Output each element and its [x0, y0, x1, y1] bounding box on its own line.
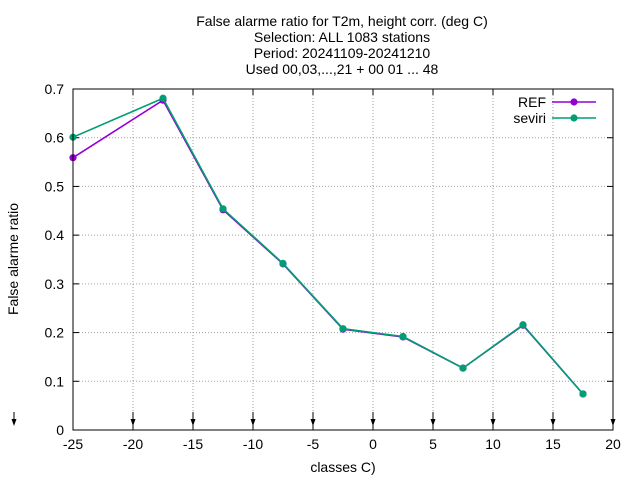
y-tick-label: 0.1	[45, 373, 65, 389]
series-line	[72, 99, 584, 395]
x-axis-label: classes C)	[310, 459, 375, 475]
series-line	[72, 97, 584, 395]
data-point	[399, 332, 407, 341]
data-point	[219, 205, 227, 213]
x-tick-label: 0	[369, 436, 377, 452]
x-arrow-head	[370, 419, 376, 426]
legend-swatch-marker	[570, 98, 578, 106]
x-arrow-head	[310, 419, 316, 426]
x-tick-label: 15	[545, 436, 561, 452]
chart-title: False alarme ratio for T2m, height corr.…	[196, 13, 488, 77]
y-tick-label: 0.5	[45, 178, 65, 194]
data-point	[579, 390, 587, 398]
x-tick-label: -25	[63, 436, 83, 452]
x-tick-label: -10	[243, 436, 263, 452]
legend-label: REF	[518, 94, 546, 110]
series-layer	[69, 94, 587, 398]
title-line: Period: 20241109-20241210	[254, 45, 431, 61]
y-tick-label: 0.7	[45, 81, 65, 97]
data-point	[159, 94, 167, 102]
x-axis: -25 -20 -15 -10 -5 0 5 10 15 20	[11, 89, 621, 452]
legend-label: seviri	[513, 110, 546, 126]
plot-frame	[72, 88, 614, 431]
x-tick-label: 20	[605, 436, 621, 452]
y-tick-label: 0.4	[45, 227, 65, 243]
x-tick-label: -20	[123, 436, 143, 452]
data-point	[519, 321, 527, 329]
x-tick-label: -15	[183, 436, 203, 452]
title-line: False alarme ratio for T2m, height corr.…	[196, 13, 488, 29]
x-arrow-head	[130, 419, 136, 426]
x-tick-label: 5	[429, 436, 437, 452]
y-tick-label: 0	[56, 422, 64, 438]
x-tick-label: 10	[485, 436, 501, 452]
x-tick-label: -5	[307, 436, 320, 452]
title-line: Selection: ALL 1083 stations	[254, 29, 430, 45]
y-axis-label: False alarme ratio	[5, 203, 21, 315]
series-seviri	[69, 94, 587, 398]
data-point	[459, 364, 467, 372]
title-line: Used 00,03,...,21 + 00 01 ... 48	[246, 61, 439, 77]
series-ref	[69, 96, 587, 398]
data-point	[339, 325, 347, 333]
data-point	[279, 259, 287, 267]
y-axis: 0 0.1 0.2 0.3 0.4 0.5 0.6 0.7	[45, 81, 613, 438]
x-arrow-head	[190, 419, 196, 426]
y-tick-label: 0.2	[45, 325, 65, 341]
x-arrow-head	[250, 419, 256, 426]
x-arrow-head	[490, 419, 496, 426]
x-arrow-head	[550, 419, 556, 426]
legend-swatch-marker	[570, 114, 578, 122]
grid	[73, 89, 613, 430]
y-tick-label: 0.3	[45, 276, 65, 292]
x-arrow-head	[430, 419, 436, 426]
x-arrow-head	[11, 419, 17, 426]
y-tick-label: 0.6	[45, 130, 65, 146]
